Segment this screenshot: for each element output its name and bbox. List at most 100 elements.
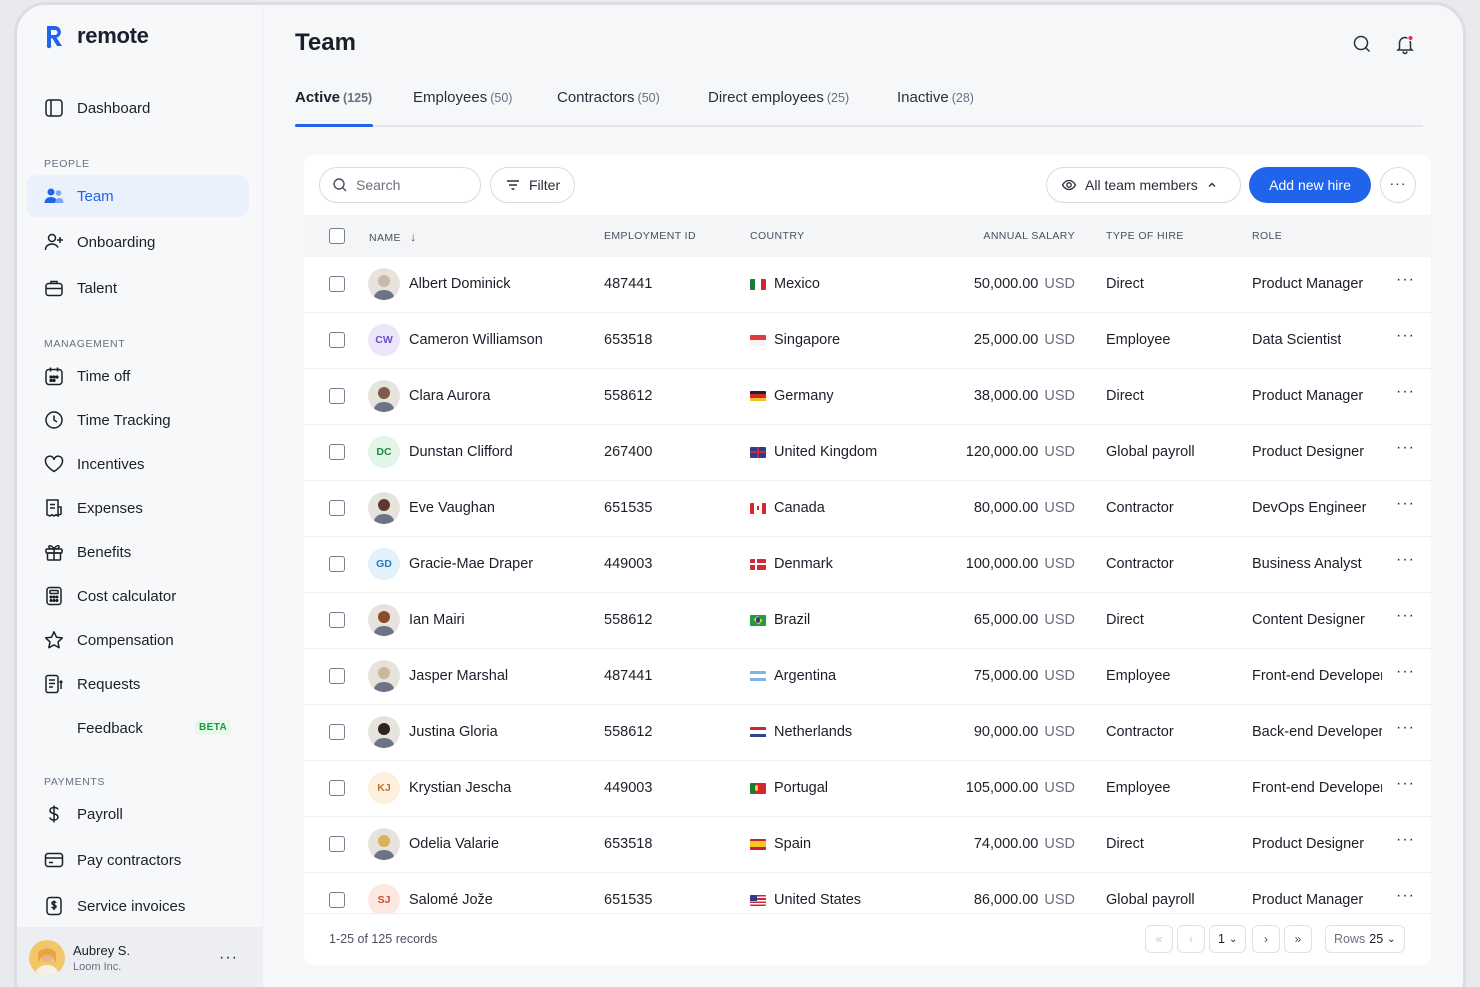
- prev-page-button[interactable]: ‹: [1177, 925, 1205, 953]
- sidebar-item-onboarding[interactable]: Onboarding: [27, 221, 249, 263]
- sidebar-item-benefits[interactable]: Benefits: [27, 531, 249, 573]
- avatar: [368, 716, 400, 748]
- row-checkbox[interactable]: [329, 444, 345, 460]
- type-of-hire: Employee: [1106, 780, 1171, 796]
- row-actions-button[interactable]: ···: [1396, 663, 1415, 680]
- filter-icon: [507, 180, 519, 190]
- search-box[interactable]: [319, 167, 481, 203]
- tab-contractors[interactable]: Contractors (50): [557, 89, 660, 106]
- row-checkbox[interactable]: [329, 556, 345, 572]
- last-page-button[interactable]: »: [1284, 925, 1312, 953]
- sidebar-item-expenses[interactable]: Expenses: [27, 487, 249, 529]
- row-checkbox[interactable]: [329, 332, 345, 348]
- table-row[interactable]: CW Cameron Williamson 653518 Singapore 25,00…: [304, 313, 1431, 369]
- salary-currency: USD: [1044, 444, 1075, 460]
- table-row[interactable]: DC Dunstan Clifford 267400 United Kingdom 12…: [304, 425, 1431, 481]
- row-actions-button[interactable]: ···: [1396, 495, 1415, 512]
- search-input[interactable]: [356, 177, 466, 193]
- sidebar-item-requests[interactable]: Requests: [27, 663, 249, 705]
- chevron-down-icon: ⌄: [1228, 933, 1238, 945]
- role: Product Manager: [1252, 276, 1364, 292]
- sidebar-item-dashboard[interactable]: Dashboard: [27, 87, 249, 129]
- flag-icon: [750, 782, 766, 794]
- annual-salary: 50,000.00 USD: [974, 276, 1075, 292]
- logo[interactable]: remote: [43, 23, 149, 49]
- select-all-checkbox[interactable]: [329, 228, 345, 244]
- add-new-hire-button[interactable]: Add new hire: [1249, 167, 1371, 203]
- row-actions-button[interactable]: ···: [1396, 831, 1415, 848]
- employment-id: 651535: [604, 892, 653, 908]
- sidebar-item-service-invoices[interactable]: Service invoices: [27, 885, 249, 927]
- row-checkbox[interactable]: [329, 724, 345, 740]
- row-actions-button[interactable]: ···: [1396, 327, 1415, 344]
- sidebar-item-talent[interactable]: Talent: [27, 267, 249, 309]
- tab-count: (25): [826, 91, 850, 105]
- type-of-hire: Employee: [1106, 332, 1171, 348]
- row-actions-button[interactable]: ···: [1396, 551, 1415, 568]
- table-row[interactable]: Odelia Valarie 653518 Spain 74,000.00 USD Dir…: [304, 817, 1431, 873]
- type-of-hire: Direct: [1106, 388, 1144, 404]
- table-row[interactable]: Albert Dominick 487441 Mexico 50,000.00 USD D…: [304, 257, 1431, 313]
- row-actions-button[interactable]: ···: [1396, 271, 1415, 288]
- person-photo-icon: [368, 716, 400, 748]
- table-row[interactable]: Justina Gloria 558612 Netherlands 90,000.00…: [304, 705, 1431, 761]
- dollar-icon: [49, 805, 59, 823]
- table-row[interactable]: Jasper Marshal 487441 Argentina 75,000.00 US…: [304, 649, 1431, 705]
- row-actions-button[interactable]: ···: [1396, 383, 1415, 400]
- sidebar-item-cost-calculator[interactable]: Cost calculator: [27, 575, 249, 617]
- next-page-button[interactable]: ›: [1252, 925, 1280, 953]
- rows-per-page-select[interactable]: Rows 25 ⌄: [1325, 925, 1405, 953]
- sidebar-item-team[interactable]: Team: [27, 175, 249, 217]
- employee-name: Ian Mairi: [409, 612, 465, 628]
- first-page-button[interactable]: «: [1145, 925, 1173, 953]
- notification-bell-icon[interactable]: [1394, 33, 1416, 55]
- sidebar-item-label: Dashboard: [77, 99, 151, 117]
- sidebar-item-payroll[interactable]: Payroll: [27, 793, 249, 835]
- row-actions-button[interactable]: ···: [1396, 887, 1415, 904]
- filter-button[interactable]: Filter: [490, 167, 576, 203]
- row-checkbox[interactable]: [329, 500, 345, 516]
- sidebar-item-time-tracking[interactable]: Time Tracking: [27, 399, 249, 441]
- sidebar-item-incentives[interactable]: Incentives: [27, 443, 249, 485]
- search-icon[interactable]: [1351, 33, 1373, 55]
- employee-name: Justina Gloria: [409, 724, 498, 740]
- page-select[interactable]: 1 ⌄: [1209, 925, 1247, 953]
- table-row[interactable]: Clara Aurora 558612 Germany 38,000.00 USD Dir…: [304, 369, 1431, 425]
- row-checkbox[interactable]: [329, 836, 345, 852]
- tab-direct-employees[interactable]: Direct employees (25): [708, 89, 849, 106]
- tab-inactive[interactable]: Inactive (28): [897, 89, 974, 106]
- row-checkbox[interactable]: [329, 276, 345, 292]
- row-checkbox[interactable]: [329, 668, 345, 684]
- row-actions-button[interactable]: ···: [1396, 439, 1415, 456]
- tab-employees[interactable]: Employees (50): [413, 89, 512, 106]
- table-row[interactable]: GD Gracie-Mae Draper 449003 Denmark 100,000.…: [304, 537, 1431, 593]
- row-checkbox[interactable]: [329, 780, 345, 796]
- row-actions-button[interactable]: ···: [1396, 607, 1415, 624]
- salary-currency: USD: [1044, 276, 1075, 292]
- sidebar-item-pay-contractors[interactable]: Pay contractors: [27, 839, 249, 881]
- tab-count: (28): [951, 91, 974, 105]
- row-checkbox[interactable]: [329, 612, 345, 628]
- tab-bar: Active (125) Employees (50) Contractors (50…: [295, 85, 1423, 127]
- annual-salary: 25,000.00 USD: [974, 332, 1075, 348]
- more-actions-button[interactable]: ···: [1380, 167, 1416, 203]
- salary-currency: USD: [1044, 780, 1075, 796]
- row-actions-button[interactable]: ···: [1396, 719, 1415, 736]
- user-profile[interactable]: Aubrey S. Loom Inc. ···: [17, 927, 263, 987]
- sidebar-item-compensation[interactable]: Compensation: [27, 619, 249, 661]
- table-row[interactable]: Eve Vaughan 651535 Canada 80,000.00 USD Contr…: [304, 481, 1431, 537]
- row-checkbox[interactable]: [329, 388, 345, 404]
- header-label: NAME: [369, 232, 401, 244]
- row-actions-button[interactable]: ···: [1396, 775, 1415, 792]
- row-checkbox[interactable]: [329, 892, 345, 908]
- table-row[interactable]: KJ Krystian Jescha 449003 Portugal 105,000.0…: [304, 761, 1431, 817]
- column-header-name[interactable]: NAME ↓: [369, 230, 417, 244]
- team-members-select[interactable]: All team members: [1046, 167, 1241, 203]
- calculator-icon: [46, 586, 62, 606]
- user-menu-button[interactable]: ···: [219, 949, 238, 966]
- sidebar-item-feedback[interactable]: Feedback: [27, 707, 249, 749]
- tab-active[interactable]: Active (125): [295, 89, 372, 106]
- salary-amount: 25,000.00: [973, 332, 1039, 348]
- sidebar-item-time-off[interactable]: Time off: [27, 355, 249, 397]
- table-row[interactable]: Ian Mairi 558612 Brazil 65,000.00 USD Direct C…: [304, 593, 1431, 649]
